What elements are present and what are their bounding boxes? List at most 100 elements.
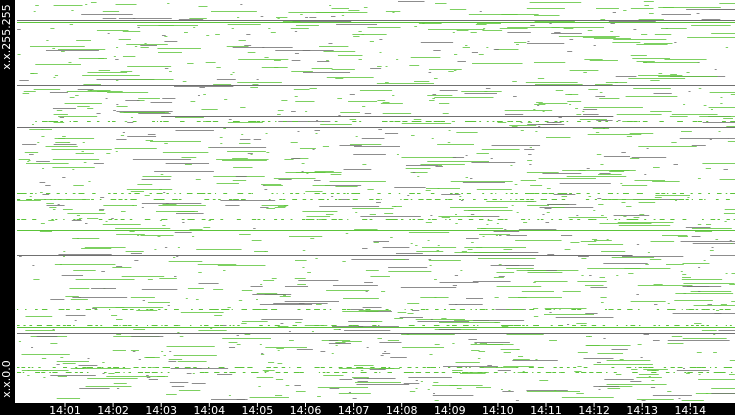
traffic-segment xyxy=(52,108,76,109)
traffic-segment xyxy=(335,186,358,187)
traffic-segment xyxy=(227,122,263,123)
traffic-dot xyxy=(733,219,735,220)
traffic-segment xyxy=(277,363,283,364)
traffic-segment xyxy=(610,31,614,32)
traffic-dot xyxy=(540,199,546,200)
traffic-segment xyxy=(326,290,370,291)
traffic-segment xyxy=(470,214,475,215)
traffic-dot xyxy=(65,372,72,373)
traffic-segment xyxy=(302,267,305,268)
traffic-dot xyxy=(219,325,223,326)
traffic-segment xyxy=(26,163,41,164)
traffic-segment xyxy=(527,124,565,125)
traffic-dot xyxy=(152,121,155,122)
traffic-dot xyxy=(723,367,730,368)
traffic-segment xyxy=(36,161,50,162)
traffic-segment xyxy=(671,142,677,143)
traffic-segment xyxy=(256,377,274,378)
traffic-dot xyxy=(665,372,670,373)
traffic-dot xyxy=(166,193,169,194)
traffic-segment xyxy=(714,313,735,314)
traffic-segment xyxy=(361,138,385,139)
traffic-segment xyxy=(376,202,381,203)
traffic-dot xyxy=(69,121,71,122)
traffic-segment xyxy=(705,224,712,225)
traffic-segment xyxy=(417,321,470,322)
traffic-dot xyxy=(588,219,594,220)
traffic-segment xyxy=(415,388,418,389)
traffic-dot xyxy=(572,325,576,326)
traffic-segment xyxy=(698,291,701,292)
traffic-segment xyxy=(435,3,447,4)
traffic-segment xyxy=(195,299,199,300)
traffic-segment xyxy=(142,300,146,301)
traffic-segment xyxy=(186,373,192,374)
traffic-dot xyxy=(17,309,19,310)
traffic-segment xyxy=(84,247,126,248)
traffic-segment xyxy=(427,29,485,30)
traffic-segment xyxy=(696,352,702,353)
traffic-segment xyxy=(617,120,621,121)
traffic-segment xyxy=(396,59,399,60)
traffic-segment xyxy=(468,339,477,340)
traffic-segment xyxy=(344,330,391,331)
traffic-segment xyxy=(224,99,228,100)
traffic-segment xyxy=(464,247,527,248)
traffic-dot xyxy=(374,372,378,373)
traffic-segment xyxy=(64,103,102,104)
traffic-dot xyxy=(404,309,406,310)
traffic-dot xyxy=(135,325,138,326)
traffic-segment xyxy=(403,383,420,384)
traffic-segment xyxy=(173,257,176,258)
traffic-dot xyxy=(510,199,512,200)
traffic-dot xyxy=(402,121,408,122)
traffic-segment xyxy=(681,279,723,280)
traffic-segment xyxy=(53,122,65,123)
traffic-segment xyxy=(298,303,328,304)
traffic-segment xyxy=(502,391,514,392)
traffic-segment xyxy=(198,330,227,331)
traffic-segment xyxy=(198,283,219,284)
traffic-segment xyxy=(460,270,463,271)
traffic-segment xyxy=(78,58,107,59)
traffic-dot xyxy=(66,325,71,326)
traffic-segment xyxy=(170,368,202,369)
traffic-dot xyxy=(469,121,475,122)
traffic-segment xyxy=(233,167,253,168)
traffic-dot xyxy=(365,309,369,310)
traffic-segment xyxy=(382,247,410,248)
traffic-segment xyxy=(599,98,620,99)
traffic-segment xyxy=(576,215,579,216)
traffic-segment xyxy=(256,299,259,300)
traffic-segment xyxy=(155,211,195,212)
traffic-segment xyxy=(61,275,84,276)
traffic-segment xyxy=(169,351,172,352)
traffic-dot xyxy=(705,309,710,310)
traffic-dot xyxy=(173,325,179,326)
traffic-dot xyxy=(72,193,76,194)
traffic-segment xyxy=(82,75,140,76)
traffic-segment xyxy=(479,234,511,235)
traffic-dot xyxy=(541,193,548,194)
traffic-segment xyxy=(587,244,624,245)
traffic-segment xyxy=(726,126,735,127)
traffic-segment xyxy=(534,21,575,22)
traffic-dot xyxy=(191,219,195,220)
traffic-dot xyxy=(334,199,338,200)
traffic-segment xyxy=(707,304,713,305)
traffic-dot xyxy=(632,372,638,373)
traffic-dot xyxy=(87,325,93,326)
traffic-segment xyxy=(527,272,563,273)
traffic-dot xyxy=(196,121,201,122)
traffic-segment xyxy=(493,231,520,232)
traffic-dot xyxy=(436,325,440,326)
traffic-dot xyxy=(151,372,158,373)
traffic-segment xyxy=(393,259,397,260)
traffic-segment xyxy=(683,283,735,284)
traffic-segment xyxy=(54,138,95,139)
traffic-segment xyxy=(358,310,391,311)
traffic-segment xyxy=(83,162,87,163)
traffic-dot xyxy=(700,325,705,326)
traffic-dot xyxy=(264,372,267,373)
traffic-dot xyxy=(128,372,132,373)
